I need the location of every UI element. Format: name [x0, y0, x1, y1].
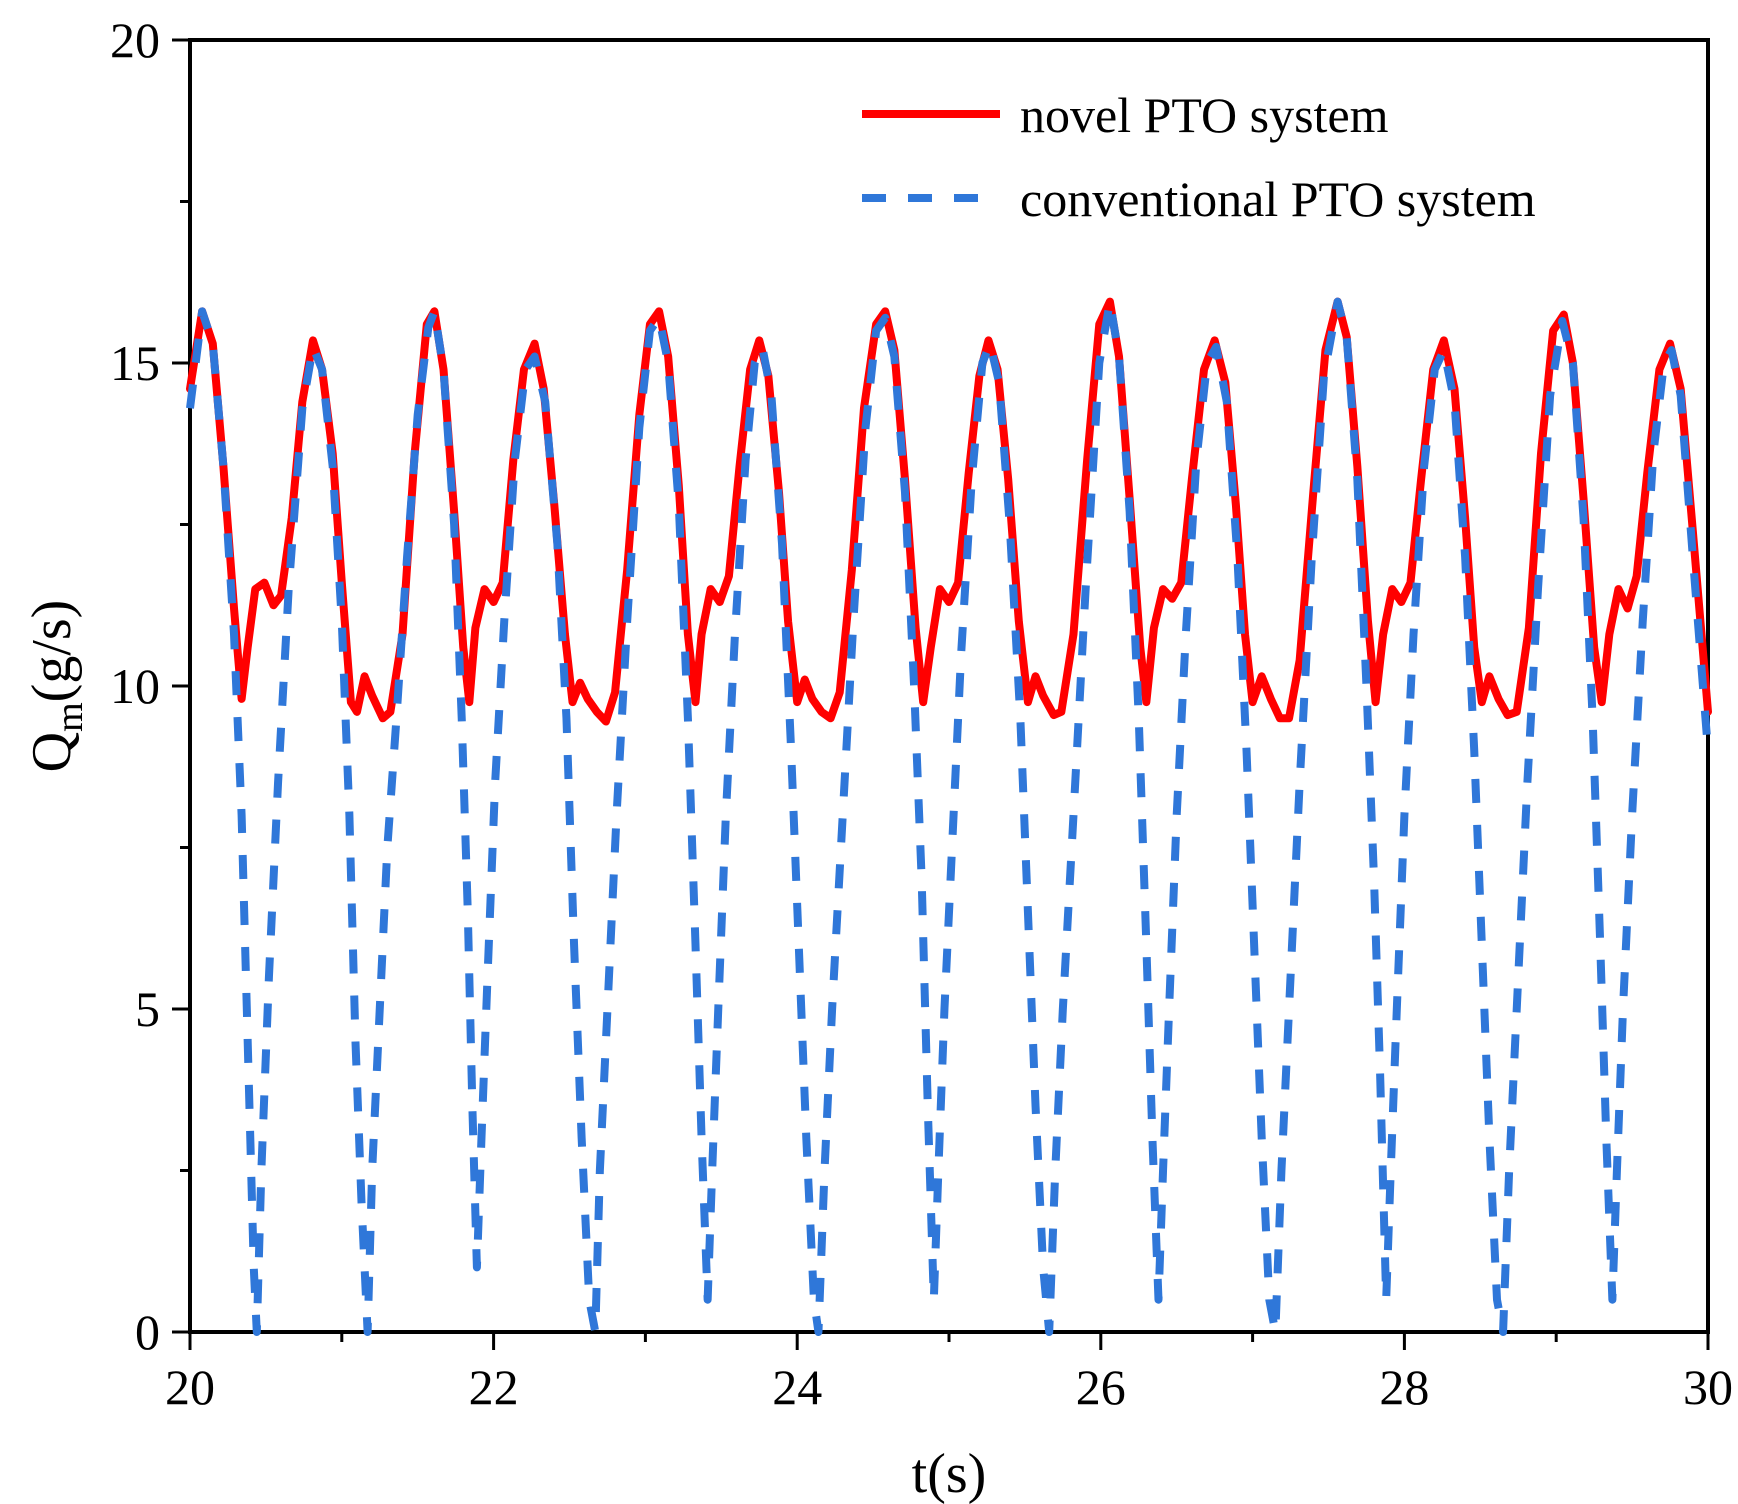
- series-line-novel: [186, 297, 1712, 726]
- series-layer: [186, 297, 1712, 1336]
- x-tick-label: 20: [165, 1359, 215, 1415]
- y-tick-label: 5: [135, 981, 160, 1037]
- y-axis-title-main: Q: [21, 732, 83, 772]
- y-tick-label: 15: [110, 335, 160, 391]
- legend-label-conventional: conventional PTO system: [1020, 171, 1536, 227]
- y-tick-label: 0: [135, 1304, 160, 1360]
- x-tick-label: 24: [772, 1359, 822, 1415]
- y-axis-title-subscript: m: [49, 702, 91, 732]
- legend: novel PTO system conventional PTO system: [862, 87, 1536, 227]
- x-tick-label: 30: [1683, 1359, 1733, 1415]
- series-line-conventional: [186, 297, 1712, 1336]
- tick-layer: [172, 38, 1710, 1350]
- y-tick-label: 20: [110, 12, 160, 68]
- tick-label-layer: 20 22 24 26 28 30 0 5 10 15 20: [110, 12, 1733, 1415]
- y-axis-title-unit: (g/s): [21, 600, 83, 703]
- x-tick-label: 28: [1379, 1359, 1429, 1415]
- x-tick-label: 26: [1076, 1359, 1126, 1415]
- y-axis-title: Qm(g/s): [21, 600, 91, 773]
- y-tick-label: 10: [110, 658, 160, 714]
- x-tick-label: 22: [469, 1359, 519, 1415]
- x-axis-title: t(s): [912, 1443, 987, 1504]
- legend-label-novel: novel PTO system: [1020, 87, 1389, 143]
